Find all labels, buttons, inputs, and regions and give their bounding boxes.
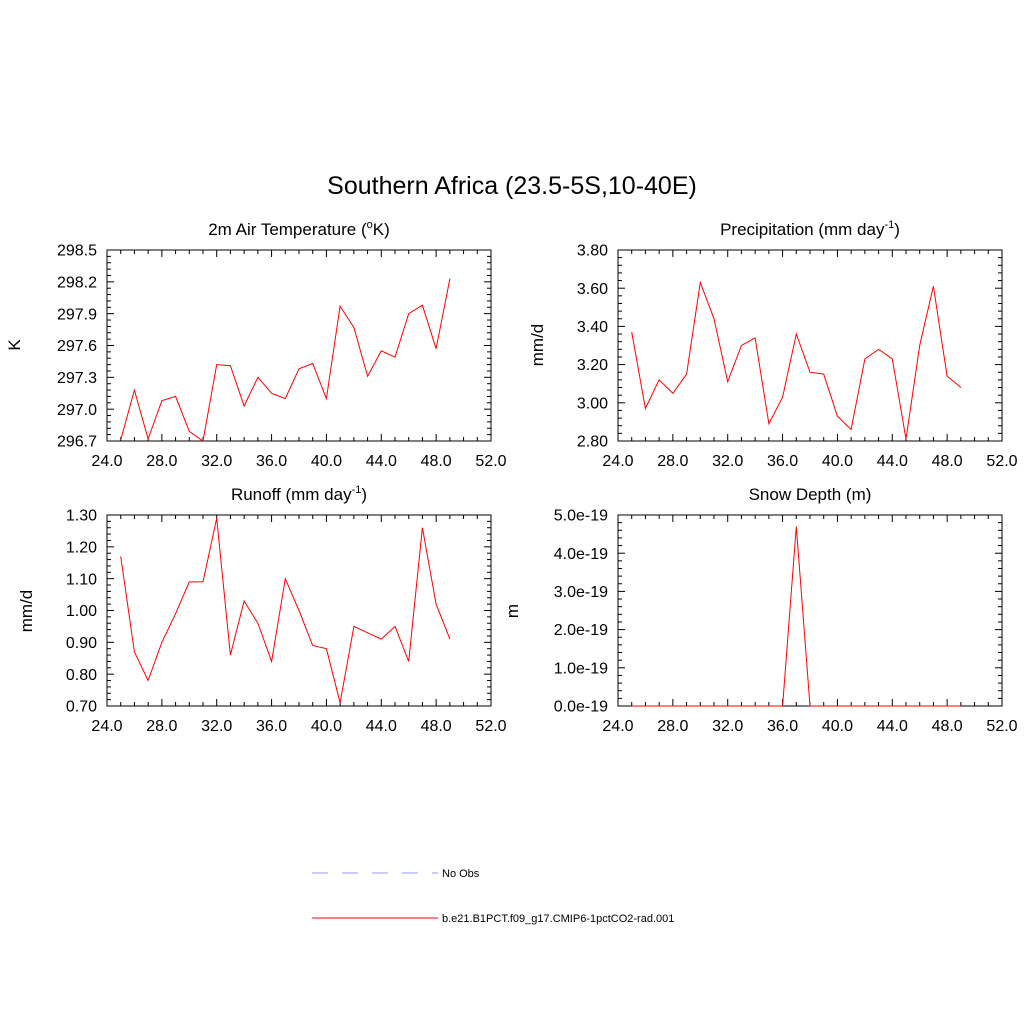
x-tick-label: 36.0 bbox=[256, 718, 287, 735]
y-tick-label: 2.0e-19 bbox=[554, 622, 608, 639]
x-tick-label: 24.0 bbox=[602, 718, 633, 735]
x-tick-label: 52.0 bbox=[475, 453, 506, 470]
y-tick-label: 3.0e-19 bbox=[554, 584, 608, 601]
x-tick-label: 44.0 bbox=[366, 718, 397, 735]
x-tick-label: 32.0 bbox=[712, 718, 743, 735]
y-tick-label: 1.20 bbox=[66, 539, 97, 556]
panel-title-text: Runoff (mm day bbox=[231, 485, 352, 504]
series-line bbox=[120, 278, 451, 442]
y-tick-label: 298.5 bbox=[57, 243, 97, 260]
y-axis-label: K bbox=[5, 339, 24, 351]
y-tick-label: 0.0e-19 bbox=[554, 699, 608, 716]
x-tick-label: 32.0 bbox=[201, 453, 232, 470]
y-tick-label: 3.20 bbox=[577, 357, 608, 374]
panel-title: 2m Air Temperature (oK) bbox=[208, 219, 390, 239]
x-tick-label: 52.0 bbox=[986, 718, 1017, 735]
y-tick-label: 0.70 bbox=[66, 699, 97, 716]
plot-frame bbox=[617, 249, 1003, 442]
panels: 2m Air Temperature (oK) K 24.0 28.0 32.0 36.0… bbox=[5, 219, 1018, 735]
panel-1: 2m Air Temperature (oK) K 24.0 28.0 32.0 36.0… bbox=[5, 219, 507, 470]
y-axis-label: mm/d bbox=[17, 590, 36, 633]
x-tick-label: 44.0 bbox=[877, 453, 908, 470]
x-tick-label: 36.0 bbox=[767, 718, 798, 735]
y-tick-label: 2.80 bbox=[577, 434, 608, 451]
x-tick-label: 36.0 bbox=[767, 453, 798, 470]
panel-title-superscript: o bbox=[367, 219, 373, 231]
y-tick-label: 3.00 bbox=[577, 395, 608, 412]
legend: No Obs b.e21.B1PCT.f09_g17.CMIP6-1pctCO2-… bbox=[312, 868, 674, 925]
x-tick-label: 48.0 bbox=[932, 453, 963, 470]
x-tick-label: 40.0 bbox=[311, 718, 342, 735]
x-tick-label: 28.0 bbox=[146, 453, 177, 470]
x-tick-label: 28.0 bbox=[657, 453, 688, 470]
y-tick-label: 3.60 bbox=[577, 281, 608, 298]
y-tick-label: 297.9 bbox=[57, 306, 97, 323]
y-tick-label: 0.80 bbox=[66, 667, 97, 684]
panel-title-suffix: K) bbox=[373, 220, 390, 239]
panel-title-superscript: -1 bbox=[884, 219, 894, 231]
y-tick-label: 0.90 bbox=[66, 635, 97, 652]
x-tick-label: 40.0 bbox=[311, 453, 342, 470]
x-tick-label: 24.0 bbox=[602, 453, 633, 470]
y-tick-label: 3.40 bbox=[577, 319, 608, 336]
main-title: Southern Africa (23.5-5S,10-40E) bbox=[327, 172, 697, 200]
x-tick-label: 28.0 bbox=[657, 718, 688, 735]
x-tick-label: 28.0 bbox=[146, 718, 177, 735]
y-tick-label: 1.30 bbox=[66, 508, 97, 525]
x-tick-label: 48.0 bbox=[932, 718, 963, 735]
legend-label-1: No Obs bbox=[442, 868, 480, 880]
y-tick-label: 297.0 bbox=[57, 402, 97, 419]
panel-title: Precipitation (mm day-1) bbox=[720, 219, 900, 239]
x-tick-label: 44.0 bbox=[877, 718, 908, 735]
panel-title-text: Snow Depth (m) bbox=[749, 485, 872, 504]
y-tick-label: 1.10 bbox=[66, 571, 97, 588]
x-tick-label: 40.0 bbox=[822, 718, 853, 735]
y-axis-label: m bbox=[503, 604, 522, 618]
y-axis-label: mm/d bbox=[528, 324, 547, 367]
y-tick-label: 4.0e-19 bbox=[554, 546, 608, 563]
panel-4: Snow Depth (m) m 24.0 28.0 32.0 36.0 40.0 44.0 4… bbox=[503, 485, 1018, 735]
series-line bbox=[631, 526, 961, 707]
y-tick-label: 296.7 bbox=[57, 434, 97, 451]
x-tick-label: 44.0 bbox=[366, 453, 397, 470]
plot-frame bbox=[617, 514, 1003, 707]
series-line bbox=[631, 280, 962, 440]
x-tick-label: 32.0 bbox=[712, 453, 743, 470]
x-tick-label: 24.0 bbox=[91, 718, 122, 735]
panel-title: Snow Depth (m) bbox=[749, 485, 872, 504]
panel-title-superscript: -1 bbox=[352, 484, 362, 496]
y-tick-label: 298.2 bbox=[57, 274, 97, 291]
plot-frame bbox=[106, 249, 492, 442]
panel-2: Precipitation (mm day-1) mm/d 24.0 28.0 32.0… bbox=[528, 219, 1018, 470]
panel-title-text: Precipitation (mm day bbox=[720, 220, 885, 239]
x-tick-label: 52.0 bbox=[986, 453, 1017, 470]
panel-title-suffix: ) bbox=[894, 220, 900, 239]
x-tick-label: 52.0 bbox=[475, 718, 506, 735]
panel-3: Runoff (mm day-1) mm/d 24.0 28.0 32.0 36.0 40.… bbox=[17, 484, 507, 735]
x-tick-label: 48.0 bbox=[421, 718, 452, 735]
legend-label-2: b.e21.B1PCT.f09_g17.CMIP6-1pctCO2-rad.00… bbox=[442, 913, 674, 925]
x-tick-label: 48.0 bbox=[421, 453, 452, 470]
panel-title-text: 2m Air Temperature ( bbox=[208, 220, 367, 239]
y-tick-label: 297.3 bbox=[57, 370, 97, 387]
x-tick-label: 40.0 bbox=[822, 453, 853, 470]
y-tick-label: 297.6 bbox=[57, 338, 97, 355]
panel-title-suffix: ) bbox=[361, 485, 367, 504]
y-tick-label: 1.00 bbox=[66, 603, 97, 620]
y-tick-label: 5.0e-19 bbox=[554, 508, 608, 525]
x-tick-label: 36.0 bbox=[256, 453, 287, 470]
series-line bbox=[120, 518, 451, 703]
panel-title: Runoff (mm day-1) bbox=[231, 484, 367, 504]
y-tick-label: 3.80 bbox=[577, 243, 608, 260]
x-tick-label: 24.0 bbox=[91, 453, 122, 470]
x-tick-label: 32.0 bbox=[201, 718, 232, 735]
y-tick-label: 1.0e-19 bbox=[554, 660, 608, 677]
